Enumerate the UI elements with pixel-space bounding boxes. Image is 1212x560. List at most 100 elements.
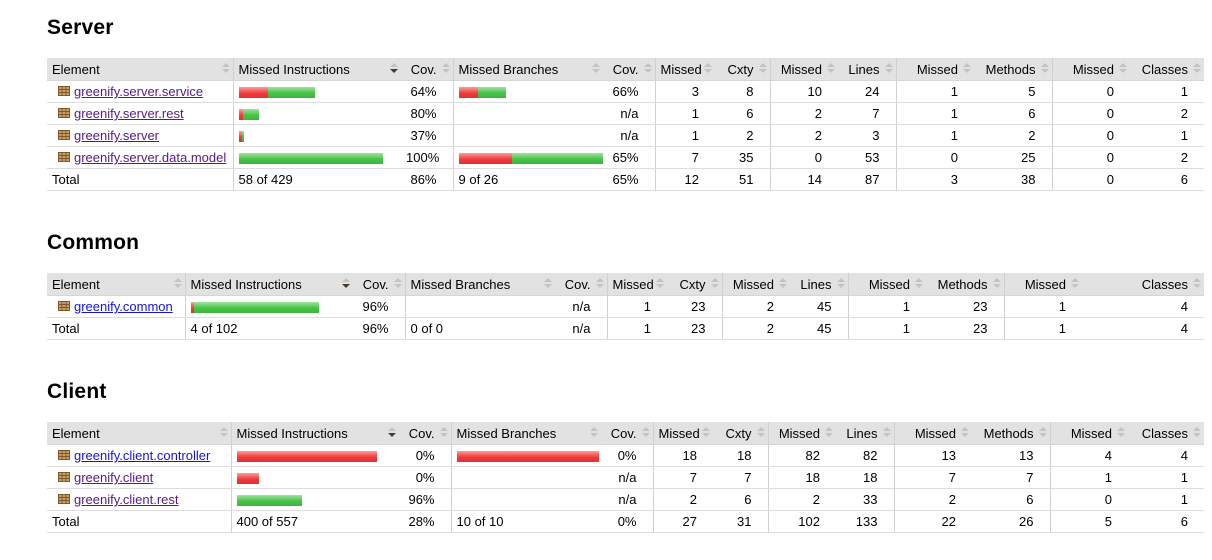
package-link[interactable]: greenify.client.controller [74,448,211,463]
sort-icon [1193,278,1201,289]
package-link[interactable]: greenify.server.rest [74,106,184,121]
column-header-missed-methods[interactable]: Missed [893,422,972,445]
column-header-classes[interactable]: Classes [1082,273,1204,296]
column-header-missed-classes[interactable]: Missed [1003,273,1082,296]
sort-icon [961,427,969,438]
column-header-missed-lines[interactable]: Missed [767,422,836,445]
column-header-label: Element [52,61,100,77]
sort-icon [439,427,448,438]
total-branches-cell: 10 of 10 [450,510,601,533]
methods-cell: 25 [974,146,1052,169]
column-header-missed-instructions[interactable]: Missed Instructions [230,422,399,445]
column-header-missed-cxty[interactable]: Missed [654,58,715,81]
column-header-missed-instructions[interactable]: Missed Instructions [232,58,401,81]
package-link[interactable]: greenify.server.service [74,84,204,99]
total-instructions-cov-cell: 86% [401,168,453,191]
column-header-cxty[interactable]: Cxty [715,58,770,81]
column-header-label: Missed [914,425,956,441]
column-header-cxty[interactable]: Cxty [713,422,768,445]
instructions-coverage-bar [190,302,319,314]
package-link[interactable]: greenify.common [74,299,173,314]
column-header-missed-branches[interactable]: Missed Branches [452,58,603,81]
column-header-cov-instructions[interactable]: Cov. [353,273,405,296]
element-cell: greenify.server.rest [47,102,233,125]
sort-icon [758,63,767,74]
column-header-missed-classes[interactable]: Missed [1049,422,1128,445]
column-header-missed-cxty[interactable]: Missed [606,273,667,296]
package-icon [58,107,70,119]
column-header-classes[interactable]: Classes [1128,422,1204,445]
column-header-lines[interactable]: Lines [838,58,896,81]
package-link[interactable]: greenify.client [74,470,154,485]
section-title: Server [47,16,114,39]
sort-icon [915,278,923,289]
instructions-bar-cell [230,488,399,511]
column-header-cov-instructions[interactable]: Cov. [401,58,453,81]
cxty-cell: 6 [713,488,768,511]
missed-bar-segment [190,302,194,314]
branches-bar-cell [450,466,601,489]
column-header-cov-branches[interactable]: Cov. [601,422,653,445]
column-header-methods[interactable]: Methods [974,58,1052,81]
column-header-cov-branches[interactable]: Cov. [603,58,655,81]
column-header-missed-branches[interactable]: Missed Branches [404,273,555,296]
column-header-methods[interactable]: Methods [926,273,1004,296]
section-client: Client Element Missed Instructions Cov. … [47,380,1204,533]
column-header-label: Missed Branches [458,61,559,77]
missed-lines-cell: 10 [769,80,838,103]
column-header-element[interactable]: Element [47,422,231,445]
package-link[interactable]: greenify.client.rest [74,492,179,507]
common-coverage-table: Element Missed Instructions Cov. Missed … [47,273,1204,340]
instructions-cov-cell: 96% [399,488,451,511]
total-lines-cell: 45 [790,317,848,340]
column-header-label: Missed Instructions [236,425,348,441]
column-header-missed-lines[interactable]: Missed [721,273,790,296]
column-header-cxty[interactable]: Cxty [667,273,722,296]
column-header-missed-instructions[interactable]: Missed Instructions [184,273,353,296]
column-header-element[interactable]: Element [47,273,185,296]
column-header-missed-cxty[interactable]: Missed [652,422,713,445]
column-header-label: Element [52,425,100,441]
package-link[interactable]: greenify.server [74,128,160,143]
server-coverage-table: Element Missed Instructions Cov. Missed … [47,58,1204,191]
element-cell: greenify.server.data.model [47,146,233,169]
sort-icon [710,278,719,289]
column-header-lines[interactable]: Lines [836,422,894,445]
methods-cell: 6 [974,102,1052,125]
column-header-missed-methods[interactable]: Missed [847,273,926,296]
column-header-label: Missed Branches [456,425,557,441]
column-header-missed-branches[interactable]: Missed Branches [450,422,601,445]
element-cell: greenify.client.rest [47,488,231,511]
instructions-coverage-bar [238,109,259,121]
total-missed-methods-cell: 3 [895,168,974,191]
column-header-label: Missed Instructions [238,61,350,77]
column-header-missed-classes[interactable]: Missed [1051,58,1130,81]
table-header-row: Element Missed Instructions Cov. Missed … [47,58,1204,81]
sort-icon [595,278,604,289]
total-missed-lines-cell: 14 [769,168,838,191]
package-link[interactable]: greenify.server.data.model [74,150,227,165]
column-header-methods[interactable]: Methods [972,422,1050,445]
column-header-classes[interactable]: Classes [1130,58,1204,81]
package-row: greenify.server.data.model 100% 65% 7 35… [47,146,1204,169]
covered-bar-segment [241,131,244,143]
missed-methods-cell: 1 [895,102,974,125]
section-server: Server Element Missed Instructions Cov. … [47,16,1204,191]
column-header-missed-methods[interactable]: Missed [895,58,974,81]
column-header-element[interactable]: Element [47,58,233,81]
package-icon [58,300,70,312]
classes-cell: 4 [1082,295,1204,318]
sort-desc-icon [342,278,350,289]
cxty-cell: 6 [715,102,770,125]
total-label-cell: Total [47,510,231,533]
column-header-lines[interactable]: Lines [790,273,848,296]
missed-methods-cell: 1 [895,80,974,103]
column-header-cov-instructions[interactable]: Cov. [399,422,451,445]
column-header-label: Missed Instructions [190,276,302,292]
instructions-cov-cell: 64% [401,80,453,103]
column-header-cov-branches[interactable]: Cov. [555,273,607,296]
column-header-label: Cov. [612,61,639,77]
instructions-coverage-bar [236,495,302,507]
instructions-cov-cell: 80% [401,102,453,125]
column-header-missed-lines[interactable]: Missed [769,58,838,81]
